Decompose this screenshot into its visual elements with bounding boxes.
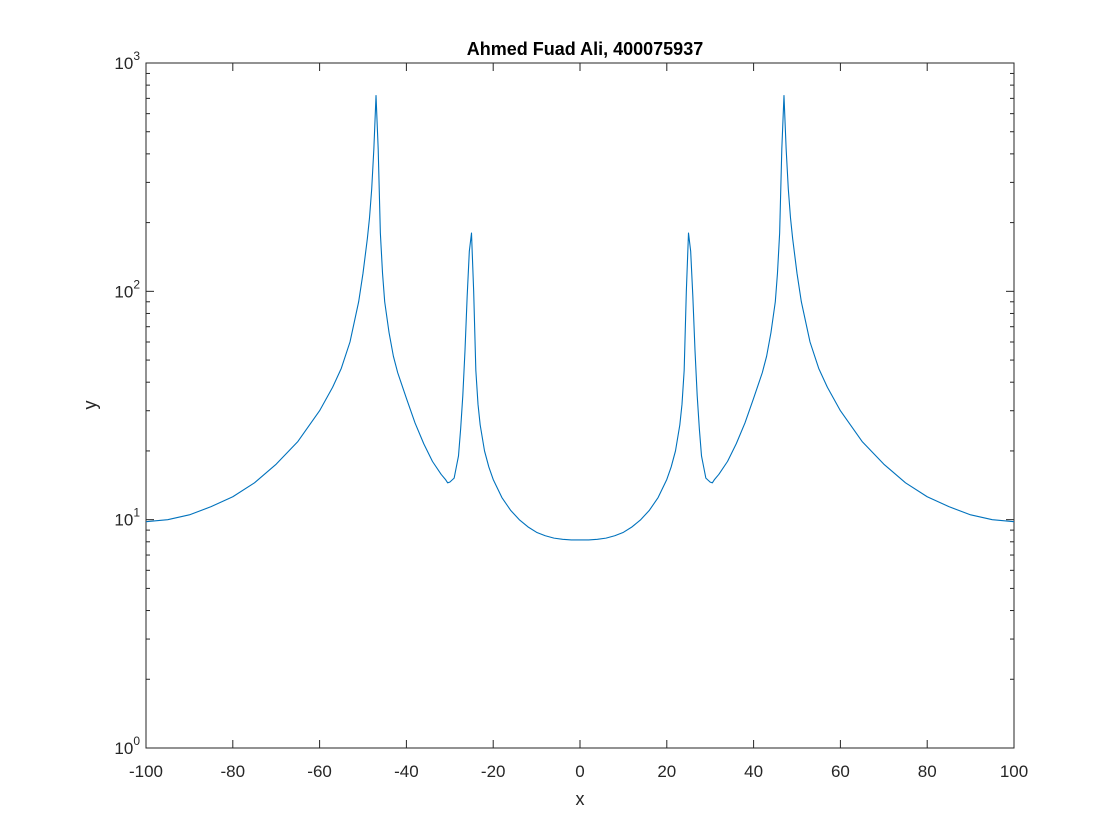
y-tick-label-exponent: 2: [133, 277, 140, 291]
x-tick-label: 60: [831, 762, 850, 781]
y-tick-label-base: 10: [114, 282, 133, 301]
x-tick-label: -20: [481, 762, 506, 781]
series-line: [145, 95, 1015, 541]
y-axis-label: y: [80, 401, 100, 410]
x-tick-label: -40: [394, 762, 419, 781]
y-tick-label-exponent: 0: [133, 734, 140, 748]
x-tick-label: -100: [129, 762, 163, 781]
y-tick-label-exponent: 1: [133, 506, 140, 520]
y-tick-label: 101: [114, 506, 140, 530]
x-tick-label: -80: [221, 762, 246, 781]
y-tick-label-exponent: 3: [133, 49, 140, 63]
y-tick-label-base: 10: [114, 511, 133, 530]
chart-title: Ahmed Fuad Ali, 400075937: [467, 39, 703, 59]
y-tick-label-base: 10: [114, 739, 133, 758]
x-axis-label: x: [576, 789, 585, 809]
x-tick-label: 0: [575, 762, 584, 781]
ticks-group: [145, 62, 1015, 749]
y-tick-label: 102: [114, 277, 140, 301]
y-tick-label: 100: [114, 734, 140, 758]
x-tick-label: 80: [918, 762, 937, 781]
y-tick-label: 103: [114, 49, 140, 73]
x-tick-label: 20: [657, 762, 676, 781]
x-tick-label: 40: [744, 762, 763, 781]
x-tick-label: 100: [1000, 762, 1028, 781]
x-tick-label: -60: [307, 762, 332, 781]
axes-box: [145, 62, 1015, 749]
y-tick-label-base: 10: [114, 54, 133, 73]
